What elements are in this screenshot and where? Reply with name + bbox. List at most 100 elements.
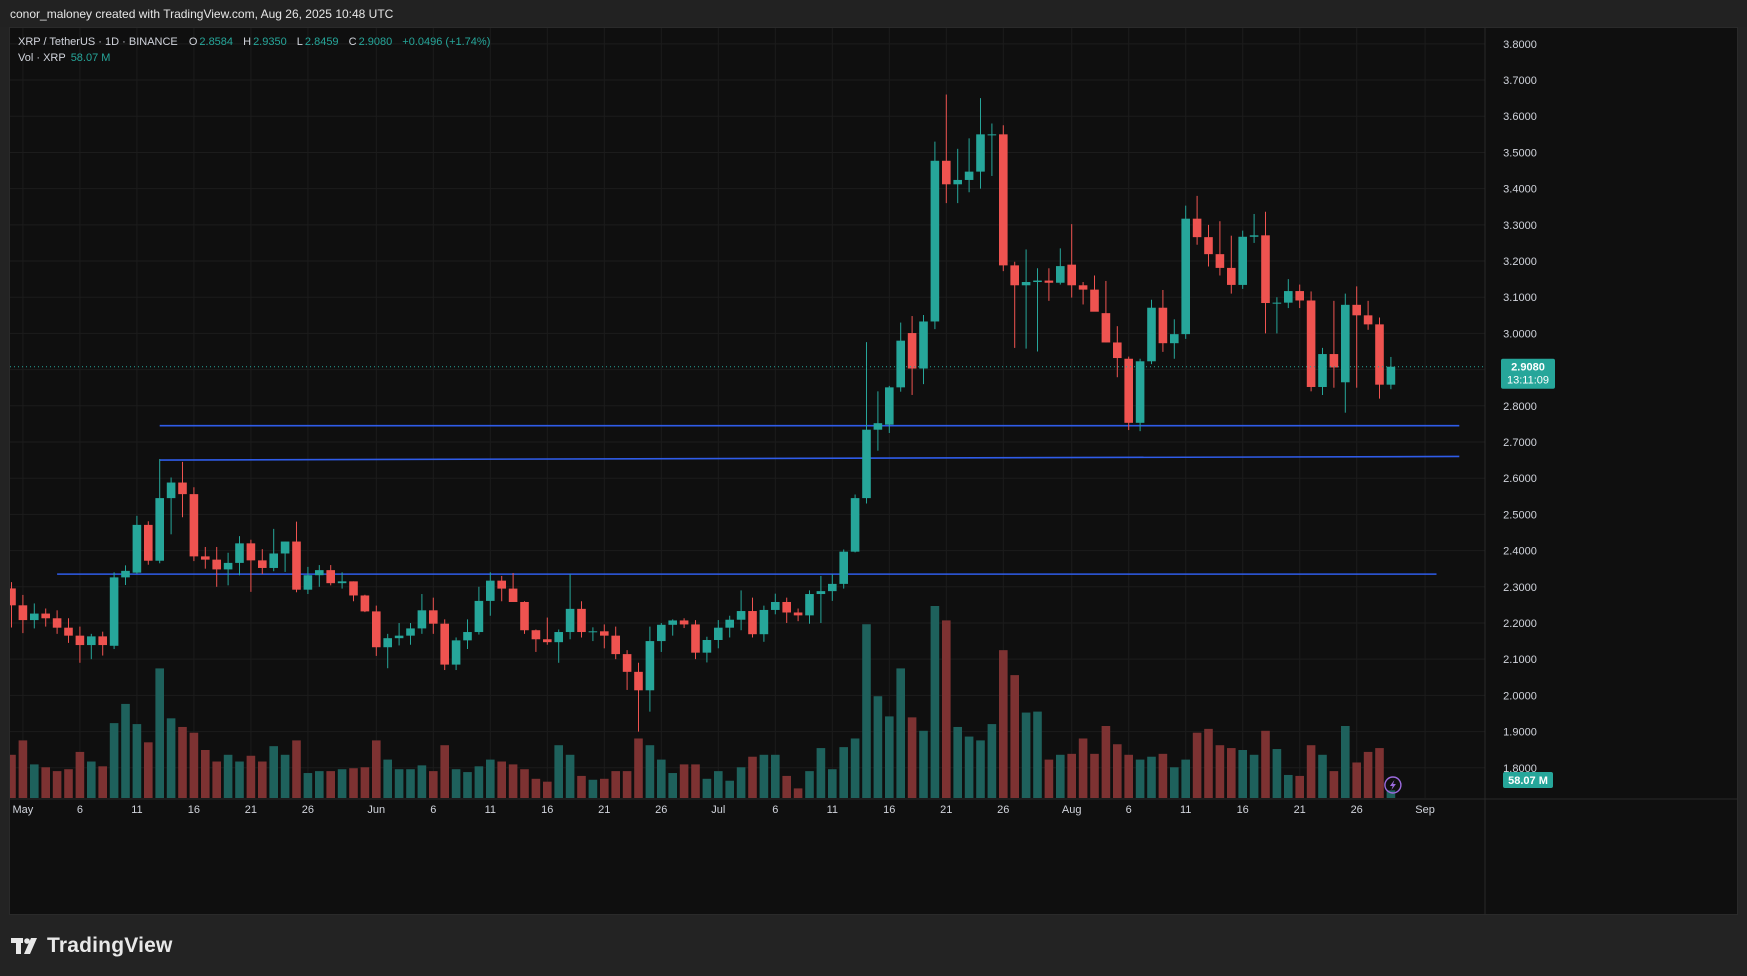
volume-bar	[1363, 751, 1373, 798]
volume-bar	[543, 781, 552, 798]
candle-body	[18, 605, 28, 621]
candle-body	[1033, 280, 1042, 283]
volume-bar	[189, 732, 199, 798]
high-label: H	[243, 36, 252, 48]
volume-bar	[486, 759, 495, 798]
candle-body	[87, 636, 96, 646]
volume-bar	[1227, 748, 1236, 798]
volume-bar	[793, 788, 803, 798]
volume-bars	[10, 606, 1396, 798]
candle-body	[1158, 307, 1168, 344]
price-axis[interactable]: 1.8000 1.9000 2.0000 2.1000 2.2000 2.3000 2.40…	[1484, 28, 1537, 915]
current-price-badge: 2.9080 13:11:09	[1501, 358, 1555, 389]
volume-bar	[406, 769, 415, 798]
time-axis[interactable]: May 6 11 16 21 26 Jun 6 11 16 21 26 Jul 6 11 16 21 26 Aug 6…	[10, 798, 1738, 816]
candle-body	[907, 333, 917, 369]
candle-body	[793, 612, 803, 616]
candle-body	[10, 588, 16, 606]
volume-bar	[451, 769, 461, 798]
candle-body	[634, 671, 643, 691]
price-tick-label: 2.0000	[1503, 690, 1537, 702]
volume-bar	[1090, 753, 1099, 798]
candle-body	[1192, 218, 1202, 238]
volume-badge-value: 58.07 M	[1508, 775, 1548, 787]
candle-body	[691, 624, 700, 653]
volume-bar	[303, 773, 313, 798]
candle-body	[1090, 289, 1099, 312]
volume-bar	[816, 748, 826, 798]
volume-bar	[258, 761, 267, 798]
lightning-icon[interactable]	[1384, 776, 1402, 794]
candle-body	[850, 498, 860, 552]
volume-bar	[1249, 754, 1259, 798]
candle-body	[383, 638, 392, 648]
candle-body	[1261, 235, 1270, 304]
candle-body	[235, 543, 244, 563]
candle-body	[75, 635, 85, 646]
volume-bar	[668, 773, 677, 798]
candle-body	[885, 387, 894, 425]
open-label: O	[188, 36, 198, 48]
candle-body	[543, 639, 552, 643]
volume-bar	[1033, 711, 1042, 798]
candle-body	[1147, 307, 1156, 362]
date-tick-label: 16	[1237, 804, 1249, 816]
candle-body	[919, 321, 928, 369]
date-tick-label: 16	[188, 804, 200, 816]
volume-bar	[132, 724, 142, 798]
candle-body	[497, 580, 506, 589]
volume-bar	[919, 730, 928, 798]
candle-body	[645, 641, 655, 691]
candle-body	[1124, 358, 1133, 423]
price-tick-label: 3.5000	[1503, 147, 1537, 159]
volume-bar	[850, 738, 860, 798]
candle-body	[1078, 285, 1088, 290]
chart-panel[interactable]: 1.8000 1.9000 2.0000 2.1000 2.2000 2.3000 2.40…	[9, 27, 1738, 915]
volume-bar	[1204, 728, 1213, 798]
candle-body	[394, 635, 404, 639]
volume-bar	[1056, 754, 1065, 798]
candle-body	[520, 601, 529, 631]
candle-body	[565, 608, 575, 633]
candlestick-chart[interactable]: 1.8000 1.9000 2.0000 2.1000 2.2000 2.3000 2.40…	[10, 28, 1738, 915]
date-tick-label: 21	[245, 804, 257, 816]
volume-bar	[1352, 762, 1361, 798]
candle-body	[121, 570, 130, 578]
candle-body	[702, 639, 712, 653]
candle-body	[953, 179, 962, 185]
volume-bar	[691, 764, 700, 798]
candle-body	[964, 171, 974, 180]
volume-bar	[862, 624, 871, 798]
candle-body	[132, 524, 142, 573]
volume-bar	[600, 778, 609, 798]
horizontal-lines[interactable]	[57, 424, 1460, 575]
volume-badge: 58.07 M	[1503, 772, 1553, 788]
volume-bar	[1284, 774, 1293, 798]
price-tick-label: 3.3000	[1503, 220, 1537, 232]
candle-body	[1352, 304, 1361, 316]
tradingview-brand[interactable]: TradingView	[11, 933, 173, 959]
candle-body	[109, 577, 119, 646]
price-tick-label: 3.0000	[1503, 328, 1537, 340]
volume-bar	[1295, 775, 1304, 798]
price-tick-label: 1.9000	[1503, 727, 1537, 739]
candle-body	[828, 583, 837, 592]
candle-body	[292, 541, 301, 590]
volume-bar	[1375, 748, 1384, 798]
volume-label[interactable]: Vol · XRP	[18, 52, 66, 64]
candle-body	[942, 160, 951, 185]
volume-bar	[828, 769, 837, 798]
candle-body	[1044, 280, 1054, 283]
candle-body	[1067, 264, 1076, 286]
volume-bar	[1386, 790, 1396, 798]
volume-bar	[1181, 759, 1190, 798]
date-tick-label: Jul	[711, 804, 725, 816]
volume-bar	[201, 750, 210, 798]
candle-body	[999, 134, 1008, 266]
volume-bar	[394, 769, 404, 798]
candle-body	[1341, 304, 1350, 383]
volume-bar	[896, 668, 905, 798]
symbol-title[interactable]: XRP / TetherUS · 1D · BINANCE	[18, 36, 178, 48]
date-tick-label: 6	[1126, 804, 1132, 816]
volume-bar	[987, 724, 997, 798]
